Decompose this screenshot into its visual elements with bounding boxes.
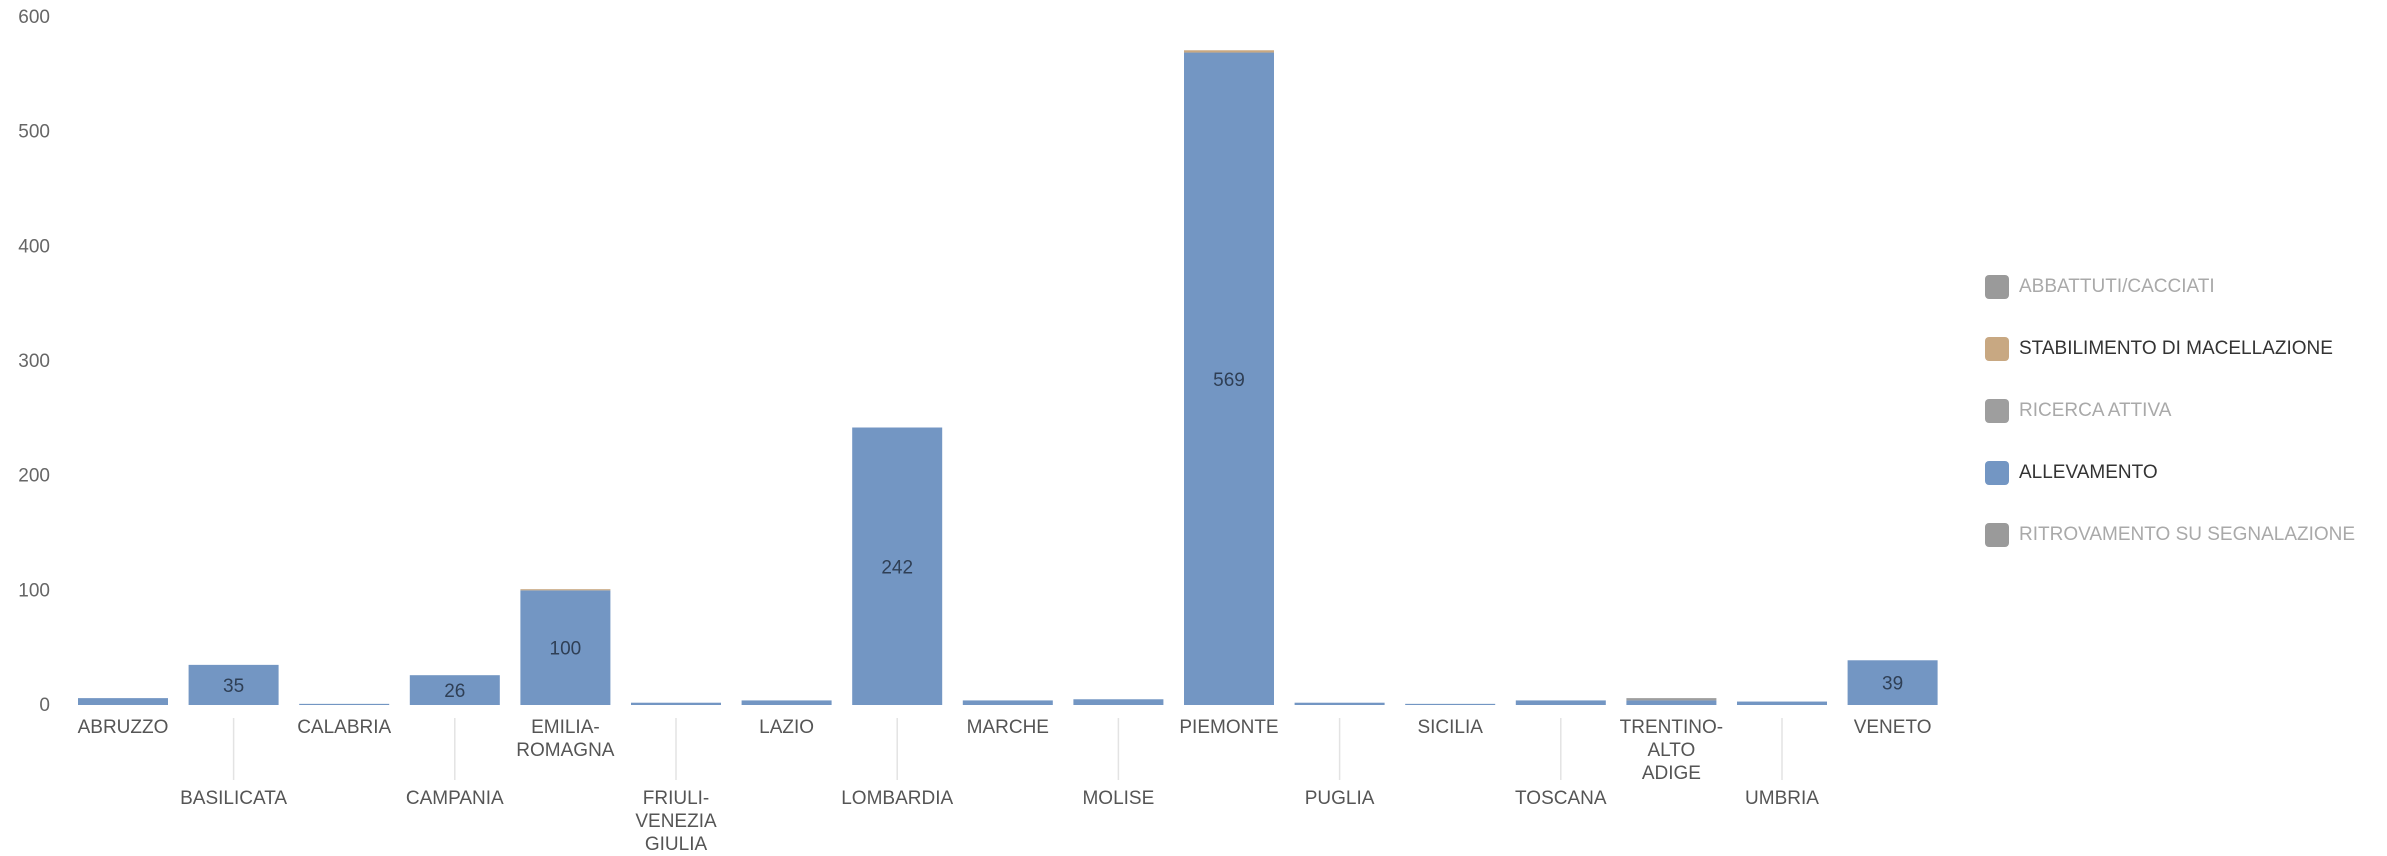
legend-label: RICERCA ATTIVA <box>2019 400 2172 421</box>
x-tick-label-line: TOSCANA <box>1515 788 1607 809</box>
x-tick-label-line: MARCHE <box>967 717 1049 738</box>
x-tick-label: CALABRIA <box>297 717 391 738</box>
data-label: 39 <box>1882 674 1903 695</box>
bar-segment <box>1405 703 1496 705</box>
x-tick-label-line: LAZIO <box>759 717 814 738</box>
legend-label: RITROVAMENTO SU SEGNALAZIONE <box>2019 524 2356 545</box>
x-tick-label-line: ABRUZZO <box>78 717 169 738</box>
x-tick-label-line: GIULIA <box>645 834 708 855</box>
x-tick-label: LOMBARDIA <box>841 788 953 809</box>
x-tick-label: UMBRIA <box>1745 788 1819 809</box>
y-tick-label: 400 <box>18 236 50 257</box>
legend-item[interactable]: ALLEVAMENTO <box>1985 442 2355 504</box>
x-tick-label-line: SICILIA <box>1417 717 1483 738</box>
x-tick-label-line: CAMPANIA <box>406 788 504 809</box>
x-tick-label: MARCHE <box>967 717 1049 738</box>
bar-segment <box>1626 698 1717 701</box>
data-label: 100 <box>550 639 582 660</box>
legend: ABBATTUTI/CACCIATI STABILIMENTO DI MACEL… <box>1985 256 2355 566</box>
data-label: 569 <box>1213 370 1245 391</box>
bar-segment <box>741 700 832 705</box>
data-labels: 35 26 100 242 569 39 <box>223 370 1903 702</box>
x-tick-label-line: ADIGE <box>1642 763 1701 784</box>
legend-label: STABILIMENTO DI MACELLAZIONE <box>2019 338 2333 359</box>
x-axis-labels: ABRUZZO BASILICATA CALABRIA CAMPANIA EMILIA-… <box>78 717 1932 855</box>
x-tick-label: SICILIA <box>1417 717 1483 738</box>
legend-item[interactable]: RICERCA ATTIVA <box>1985 380 2355 442</box>
legend-item[interactable]: ABBATTUTI/CACCIATI <box>1985 256 2355 318</box>
x-tick-label-line: ROMAGNA <box>516 740 615 761</box>
legend-label: ABBATTUTI/CACCIATI <box>2019 276 2215 297</box>
y-tick-label: 100 <box>18 580 50 601</box>
y-tick-label: 500 <box>18 122 50 143</box>
x-tick-label: FRIULI-VENEZIA GIULIA <box>635 788 717 855</box>
x-tick-label: EMILIA-ROMAGNA <box>516 717 615 761</box>
bar-segment <box>1073 699 1164 705</box>
legend-item[interactable]: STABILIMENTO DI MACELLAZIONE <box>1985 318 2355 380</box>
x-tick-label-line: BASILICATA <box>180 788 287 809</box>
bar-segment <box>78 698 168 705</box>
bar-segment <box>631 702 721 705</box>
x-tick-label-line: LOMBARDIA <box>841 788 953 809</box>
x-tick-label-line: ALTO <box>1647 740 1695 761</box>
legend-swatch <box>1985 523 2009 547</box>
bar-segment <box>1515 700 1606 705</box>
x-tick-label: LAZIO <box>759 717 814 738</box>
x-tick-label-line: TRENTINO- <box>1620 717 1723 738</box>
bar-segment <box>1294 702 1385 705</box>
bar-segment <box>852 427 943 705</box>
legend-swatch <box>1985 461 2009 485</box>
bar-segment <box>409 675 500 705</box>
x-tick-label-line: VENEZIA <box>635 811 717 832</box>
x-tick-label: CAMPANIA <box>406 788 504 809</box>
bar-segment <box>1847 660 1938 705</box>
y-axis: 0 100 200 300 400 500 600 <box>18 7 50 716</box>
x-tick-label-line: VENETO <box>1854 717 1932 738</box>
y-tick-label: 200 <box>18 466 50 487</box>
bar-segment <box>299 703 390 705</box>
x-tick-label: PUGLIA <box>1305 788 1375 809</box>
legend-swatch <box>1985 275 2009 299</box>
x-tick-label-line: EMILIA- <box>531 717 600 738</box>
bar-segment <box>520 589 611 591</box>
x-tick-label: ABRUZZO <box>78 717 169 738</box>
bar-segment <box>188 664 279 705</box>
bar-segment <box>1184 50 1274 53</box>
data-label: 242 <box>881 557 913 578</box>
data-label: 26 <box>444 681 465 702</box>
x-tick-label: PIEMONTE <box>1179 717 1278 738</box>
x-tick-label: TOSCANA <box>1515 788 1607 809</box>
legend-swatch <box>1985 399 2009 423</box>
x-tick-label-line: FRIULI- <box>643 788 710 809</box>
x-tick-label-line: PUGLIA <box>1305 788 1375 809</box>
x-tick-label: BASILICATA <box>180 788 287 809</box>
x-tick-label-line: PIEMONTE <box>1179 717 1278 738</box>
x-tick-label: VENETO <box>1854 717 1932 738</box>
bars <box>78 50 1938 705</box>
legend-swatch <box>1985 337 2009 361</box>
data-label: 35 <box>223 676 244 697</box>
y-tick-label: 600 <box>18 7 50 28</box>
x-tick-label-line: CALABRIA <box>297 717 391 738</box>
y-tick-label: 300 <box>18 351 50 372</box>
bar-segment <box>962 700 1053 705</box>
bar-segment <box>1737 701 1827 705</box>
y-tick-label: 0 <box>39 695 50 716</box>
x-tick-label-line: UMBRIA <box>1745 788 1819 809</box>
bar-segment <box>1184 52 1274 705</box>
bar-segment <box>1626 700 1717 705</box>
legend-item[interactable]: RITROVAMENTO SU SEGNALAZIONE <box>1985 504 2355 566</box>
legend-label: ALLEVAMENTO <box>2019 462 2158 483</box>
x-tick-label: TRENTINO-ALTO ADIGE <box>1620 717 1723 784</box>
x-tick-label: MOLISE <box>1082 788 1154 809</box>
bar-segment <box>520 590 611 705</box>
x-tick-label-line: MOLISE <box>1082 788 1154 809</box>
